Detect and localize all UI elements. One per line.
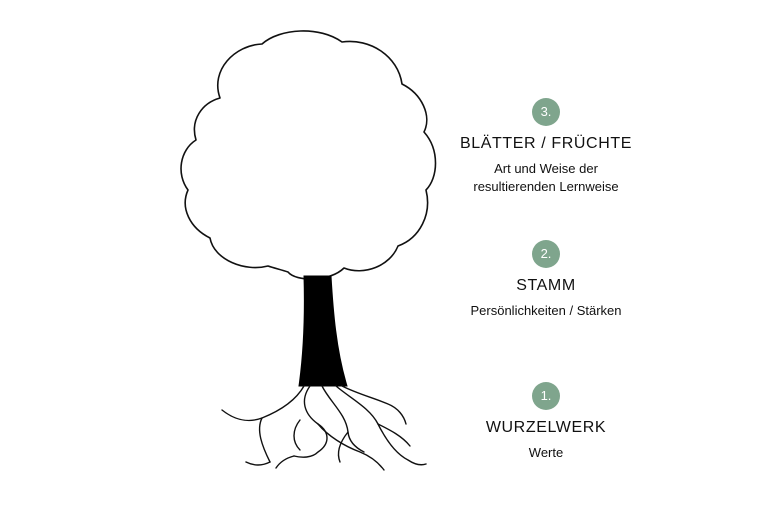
level-trunk: 2. STAMM Persönlichkeiten / Stärken (430, 240, 662, 320)
level-description: Werte (528, 445, 564, 460)
level-heading: WURZELWERK (485, 419, 607, 436)
level-heading: BLÄTTER / FRÜCHTE (460, 135, 632, 152)
level-roots: 1. WURZELWERK Werte (430, 382, 662, 462)
level-description: resultierenden Lernweise (473, 179, 619, 194)
step-badge-1: 1. (532, 382, 560, 410)
level-leaves-fruits: 3. BLÄTTER / FRÜCHTE Art und Weise der r… (430, 98, 662, 196)
tree-roots (221, 385, 427, 471)
level-description: Art und Weise der (494, 161, 598, 176)
level-description: Persönlichkeiten / Stärken (470, 303, 622, 318)
level-heading: STAMM (516, 277, 576, 294)
step-badge-2: 2. (532, 240, 560, 268)
tree-crown (180, 30, 437, 280)
tree-trunk (298, 275, 348, 387)
step-badge-3: 3. (532, 98, 560, 126)
